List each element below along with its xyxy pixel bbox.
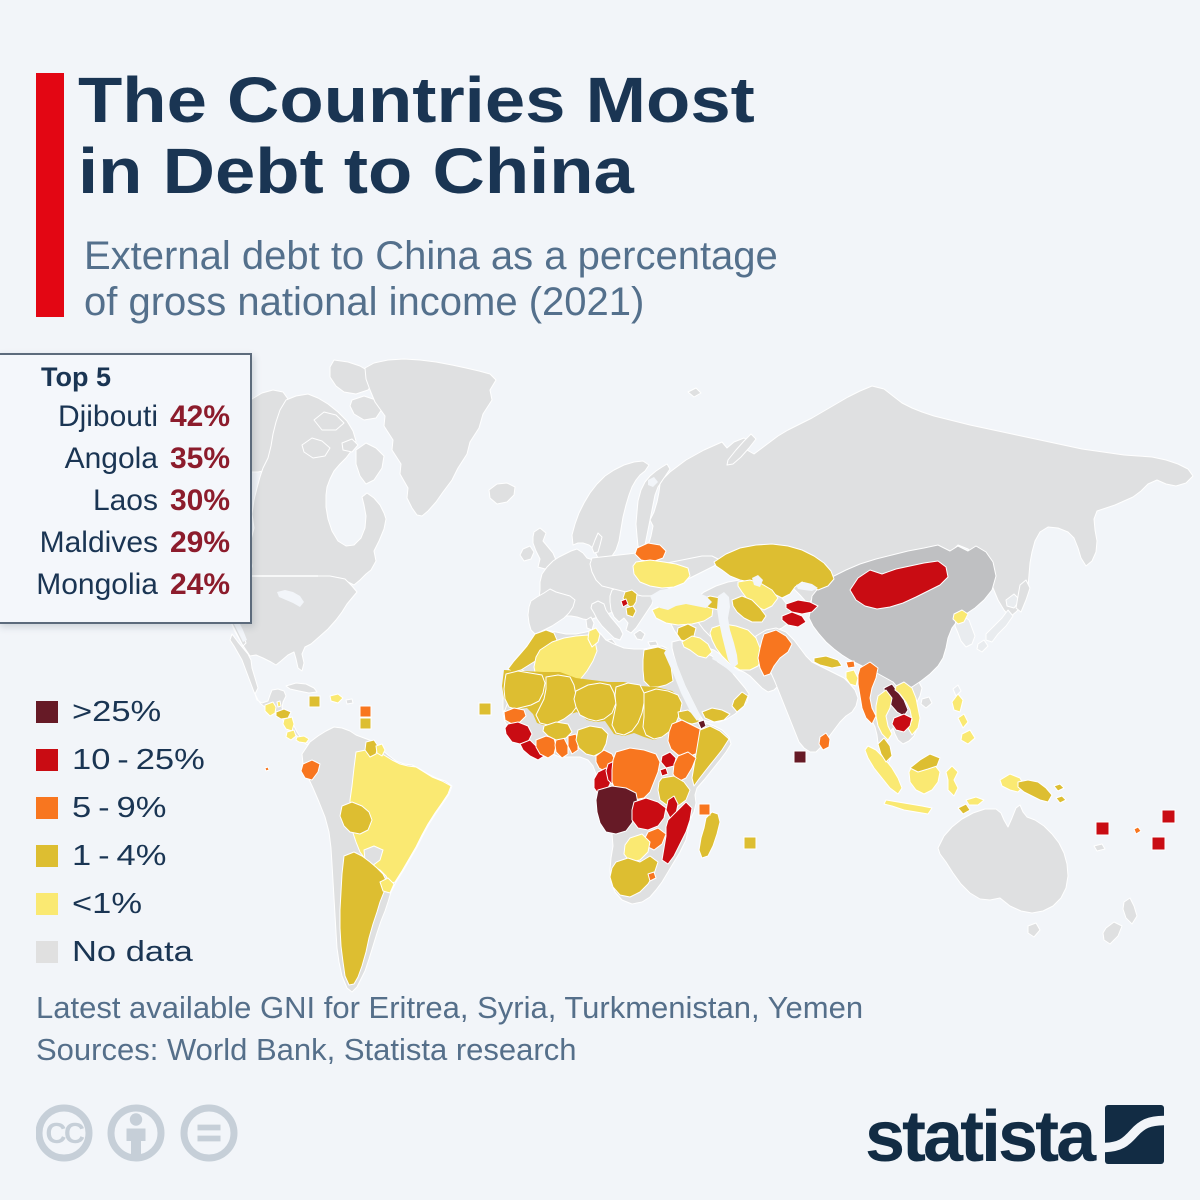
svg-text:CC: CC <box>46 1118 85 1150</box>
